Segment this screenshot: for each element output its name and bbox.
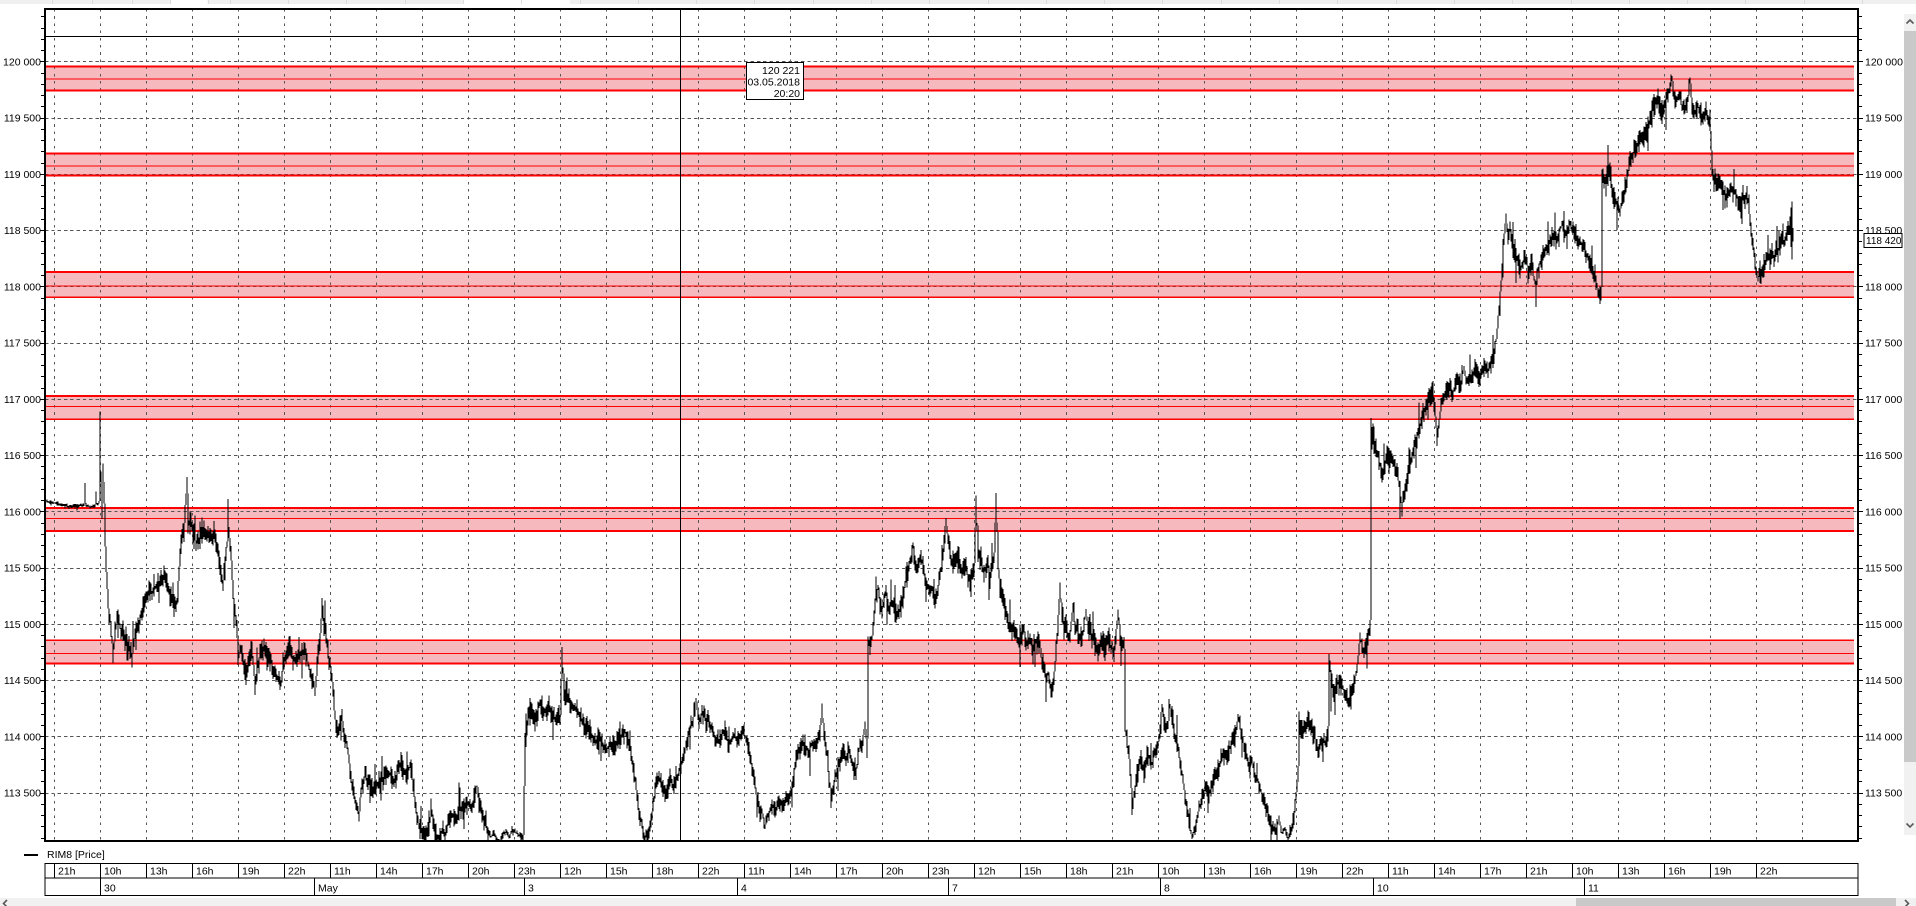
- svg-text:119 000: 119 000: [1865, 169, 1902, 181]
- svg-text:11h: 11h: [1392, 866, 1409, 878]
- svg-text:113 500: 113 500: [4, 788, 41, 800]
- svg-text:17h: 17h: [1484, 866, 1502, 878]
- svg-text:23h: 23h: [518, 866, 536, 878]
- svg-text:116 500: 116 500: [4, 450, 41, 462]
- svg-text:113 500: 113 500: [1865, 788, 1902, 800]
- svg-text:21h: 21h: [1530, 866, 1548, 878]
- svg-text:117 000: 117 000: [1865, 394, 1902, 406]
- svg-text:4: 4: [741, 883, 747, 895]
- svg-text:16h: 16h: [1668, 866, 1686, 878]
- svg-text:120 221: 120 221: [762, 65, 800, 77]
- svg-text:7: 7: [952, 883, 958, 895]
- svg-text:117 500: 117 500: [1865, 338, 1902, 350]
- svg-text:16h: 16h: [1254, 866, 1272, 878]
- svg-text:119 500: 119 500: [4, 113, 41, 125]
- svg-text:14h: 14h: [1438, 866, 1456, 878]
- svg-text:17h: 17h: [426, 866, 444, 878]
- svg-text:03.05.2018: 03.05.2018: [747, 77, 800, 89]
- svg-text:117 500: 117 500: [4, 338, 41, 350]
- svg-text:11h: 11h: [334, 866, 351, 878]
- svg-text:8: 8: [1164, 883, 1170, 895]
- svg-text:117 000: 117 000: [4, 394, 41, 406]
- svg-text:118 500: 118 500: [4, 225, 41, 237]
- svg-text:19h: 19h: [1300, 866, 1318, 878]
- svg-text:19h: 19h: [242, 866, 260, 878]
- svg-text:11h: 11h: [748, 866, 765, 878]
- svg-text:22h: 22h: [1346, 866, 1364, 878]
- svg-text:23h: 23h: [932, 866, 950, 878]
- svg-text:30: 30: [104, 883, 116, 895]
- svg-text:115 000: 115 000: [4, 619, 41, 631]
- svg-text:17h: 17h: [840, 866, 858, 878]
- svg-text:114 500: 114 500: [1865, 675, 1902, 687]
- svg-text:19h: 19h: [1714, 866, 1732, 878]
- svg-text:10h: 10h: [1162, 866, 1180, 878]
- svg-text:18h: 18h: [656, 866, 674, 878]
- svg-text:14h: 14h: [794, 866, 812, 878]
- svg-text:13h: 13h: [1622, 866, 1640, 878]
- svg-text:21h: 21h: [58, 866, 76, 878]
- svg-text:115 500: 115 500: [1865, 563, 1902, 575]
- svg-text:118 000: 118 000: [4, 281, 41, 293]
- svg-text:14h: 14h: [380, 866, 398, 878]
- svg-text:15h: 15h: [1024, 866, 1042, 878]
- svg-text:10h: 10h: [1576, 866, 1594, 878]
- svg-text:118 000: 118 000: [1865, 281, 1902, 293]
- svg-text:May: May: [318, 883, 339, 895]
- svg-text:114 000: 114 000: [4, 731, 41, 743]
- svg-text:116 500: 116 500: [1865, 450, 1902, 462]
- svg-text:18h: 18h: [1070, 866, 1088, 878]
- svg-text:11: 11: [1588, 883, 1599, 895]
- svg-text:118 420: 118 420: [1866, 236, 1902, 247]
- svg-text:116 000: 116 000: [1865, 506, 1902, 518]
- svg-text:13h: 13h: [1208, 866, 1226, 878]
- svg-text:120 000: 120 000: [3, 56, 41, 68]
- svg-text:22h: 22h: [288, 866, 306, 878]
- svg-text:12h: 12h: [978, 866, 996, 878]
- svg-text:13h: 13h: [150, 866, 168, 878]
- svg-text:21h: 21h: [1116, 866, 1134, 878]
- svg-text:119 000: 119 000: [4, 169, 41, 181]
- svg-text:10: 10: [1377, 883, 1389, 895]
- svg-text:120 000: 120 000: [1865, 56, 1903, 68]
- svg-text:12h: 12h: [564, 866, 582, 878]
- svg-text:116 000: 116 000: [4, 506, 41, 518]
- svg-text:114 500: 114 500: [4, 675, 41, 687]
- svg-text:22h: 22h: [702, 866, 720, 878]
- svg-text:15h: 15h: [610, 866, 628, 878]
- svg-text:16h: 16h: [196, 866, 214, 878]
- svg-text:115 000: 115 000: [1865, 619, 1902, 631]
- svg-text:20h: 20h: [472, 866, 490, 878]
- svg-text:115 500: 115 500: [4, 563, 41, 575]
- svg-text:114 000: 114 000: [1865, 731, 1902, 743]
- svg-text:20h: 20h: [886, 866, 904, 878]
- svg-text:119 500: 119 500: [1865, 113, 1902, 125]
- svg-text:3: 3: [528, 883, 534, 895]
- svg-text:22h: 22h: [1760, 866, 1778, 878]
- svg-text:RIM8 [Price]: RIM8 [Price]: [47, 849, 105, 861]
- svg-text:10h: 10h: [104, 866, 122, 878]
- svg-text:20:20: 20:20: [774, 88, 800, 100]
